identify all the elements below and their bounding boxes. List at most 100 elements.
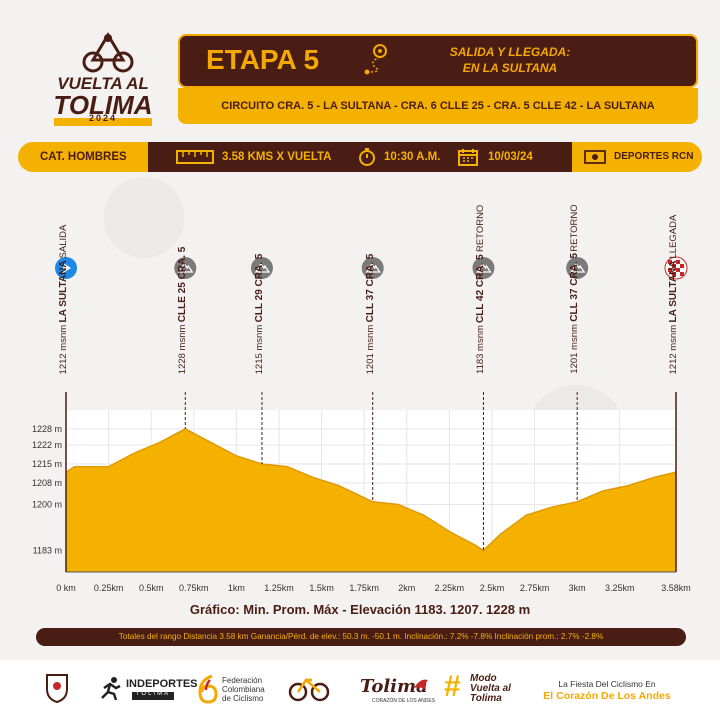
runner-icon (101, 677, 121, 700)
x-tick-label: 1.25km (264, 583, 294, 593)
point-label-line1: RETORNO (569, 204, 581, 252)
x-tick-label: 0.25km (94, 583, 124, 593)
point-label: CLL 37 CRA. 5 1201 msnm (365, 254, 376, 374)
logo-line1: VUELTA AL (57, 74, 149, 93)
stopwatch-icon (359, 148, 375, 166)
y-tick-label: 1183 m (33, 545, 62, 555)
point-label-name: LA SULTANA (58, 260, 69, 323)
chart-summary: Gráfico: Min. Prom. Máx - Elevación 1183… (189, 602, 531, 617)
checkered-flag-cell (672, 272, 676, 276)
point-label-elevation: 1228 msnm (177, 324, 189, 374)
point-label-elevation: 1212 msnm (668, 324, 679, 374)
x-tick-label: 2.75km (520, 583, 550, 593)
point-label-elevation: 1215 msnm (253, 324, 265, 374)
y-tick-label: 1208 m (32, 478, 62, 488)
category-label: CAT. HOMBRES (40, 151, 127, 163)
indeportes-sub-bar (132, 692, 174, 700)
x-tick-label: 1.75km (349, 583, 379, 593)
checkered-flag-cell (680, 272, 684, 276)
point-label-elevation: 1201 msnm (569, 324, 581, 374)
gobernacion-shield-icon (46, 674, 68, 704)
x-tick-label: 3km (569, 583, 586, 593)
tolima-brand-sub: CORAZÓN DE LOS ANDES (372, 698, 436, 704)
x-tick-label: 0.5km (139, 583, 164, 593)
start-finish-line2: EN LA SULTANA (462, 61, 558, 75)
calendar-icon (458, 149, 478, 166)
point-label-name: CLLE 25 CRA. 5 (177, 246, 189, 323)
tolima-brand-label: Tolima (360, 676, 428, 697)
point-label-line1: RETORNO (475, 204, 487, 253)
elevation-area (66, 428, 676, 572)
mountain-marker-icon (174, 257, 197, 279)
indeportes-sub: TOLIMA (135, 691, 171, 697)
x-tick-label: 2.5km (480, 583, 505, 593)
broadcaster-label: DEPORTES RCN (614, 151, 694, 162)
modo-vuelta-label: Modo Vuelta al Tolima (470, 674, 511, 704)
distance-label: 3.58 KMS X VUELTA (222, 151, 332, 163)
x-tick-label: 3.58km (661, 583, 691, 593)
bird-icon (414, 679, 428, 690)
modo-line3: Tolima (470, 693, 502, 704)
broadcast-logo-icon (584, 150, 606, 164)
totals-text: Totales del rango Distancia 3.58 km Gana… (118, 632, 604, 641)
start-finish-label: SALIDA Y LLEGADA: EN LA SULTANA (410, 44, 610, 76)
checkered-flag-cell (676, 268, 680, 272)
cyclist-logo-icon (82, 32, 134, 73)
modo-line1: Modo (470, 673, 497, 684)
point-label-name: CLL 37 CRA. 5 (364, 253, 376, 323)
mountain-icon (254, 262, 271, 273)
logo-line2: TOLIMA (53, 90, 153, 120)
point-label: LLEGADA LA SULTANA 1212 msnm (668, 215, 679, 375)
slogan-line1: La Fiesta Del Ciclismo En (558, 679, 656, 689)
elevation-profile-chart: 1183 m 1200 m 1208 m 1215 m 1222 m 1228 m 0 km… (32, 256, 691, 593)
x-tick-label: 0 km (56, 583, 76, 593)
mountain-marker-icon (472, 257, 495, 279)
federacion-line2: Colombiana (222, 685, 265, 694)
logo: VUELTA AL TOLIMA 2024 (48, 30, 168, 130)
x-tick-label: 1.5km (309, 583, 334, 593)
ruler-icon (176, 150, 214, 164)
y-tick-label: 1228 m (32, 424, 62, 434)
indeportes-label: INDEPORTES (126, 678, 198, 690)
mountain-marker-icon (566, 257, 589, 279)
date-label: 10/03/24 (488, 151, 533, 163)
y-tick-label: 1215 m (32, 459, 62, 469)
point-label-name: CLL 37 CRA. 5 (569, 253, 581, 323)
x-tick-label: 0.75km (179, 583, 209, 593)
sponsor-footer (0, 660, 720, 726)
x-tick-label: 2.25km (435, 583, 465, 593)
mountain-marker-icon (250, 257, 273, 279)
totals-bar (36, 628, 686, 646)
circuit-bar (178, 88, 698, 124)
stage-title: ETAPA 5 (206, 44, 320, 75)
circuit-text: CIRCUITO CRA. 5 - LA SULTANA - CRA. 6 CL… (221, 100, 655, 112)
point-label-line1: LLEGADA (668, 214, 679, 259)
federacion-label: Federación Colombiana de Ciclismo (222, 676, 265, 703)
point-label-name: LA SULTANA (668, 260, 679, 323)
checkered-flag-cell (672, 264, 676, 268)
logo-year: 2024 (88, 113, 118, 123)
time-label: 10:30 A.M. (384, 151, 441, 163)
point-label-elevation: 1201 msnm (364, 324, 376, 374)
modo-line2: Vuelta al (470, 683, 511, 694)
vuelta-circuit-logo-icon (288, 678, 330, 702)
point-label-line1: SALIDA (58, 224, 69, 259)
checkered-flag-cell (676, 260, 680, 264)
point-label-elevation: 1183 msnm (475, 325, 487, 374)
slogan-line2: El Corazón De Los Andes (543, 690, 671, 702)
point-label: CLLE 25 CRA. 5 1228 msnm (177, 247, 188, 374)
point-label-name: CLL 29 CRA. 5 (253, 253, 265, 323)
federacion-line1: Federación (222, 676, 263, 685)
mountain-icon (365, 262, 381, 273)
y-tick-label: 1200 m (32, 500, 62, 510)
point-label-name: CLL 42 CRA. 5 (475, 254, 487, 324)
start-finish-line1: SALIDA Y LLEGADA: (449, 45, 571, 59)
checkered-flag-cell (668, 260, 672, 264)
elevation-line (65, 428, 677, 552)
federacion-line3: de Ciclismo (222, 694, 264, 703)
point-label-elevation: 1212 msnm (58, 324, 69, 374)
logo-year-bar (54, 118, 152, 126)
mountain-icon (178, 262, 194, 273)
checkered-flag-cell (680, 264, 684, 268)
mountain-icon (570, 262, 586, 273)
